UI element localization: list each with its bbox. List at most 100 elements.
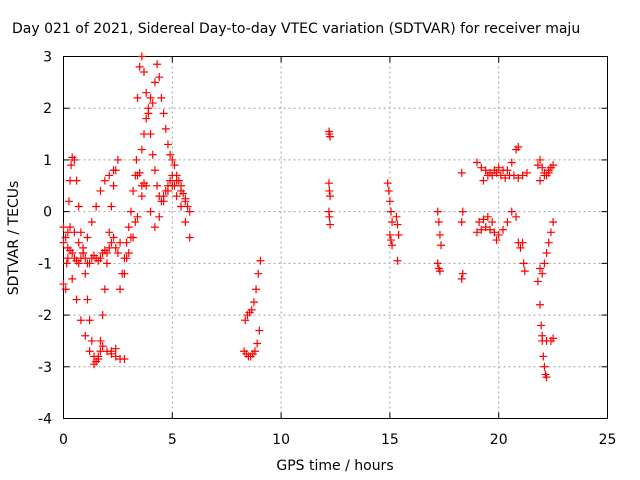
data-point [103,259,112,268]
data-point [72,176,81,185]
data-point [96,336,105,345]
data-point [388,217,397,226]
data-point [326,220,335,229]
data-point [62,259,71,268]
data-point [385,197,394,206]
data-point [96,186,105,195]
data-point [72,295,81,304]
data-point [185,233,194,242]
data-point [163,140,172,149]
data-point [61,233,70,242]
data-point [507,207,516,216]
data-point [142,114,151,123]
data-point [249,298,258,307]
data-point [501,174,510,183]
data-point [540,362,549,371]
data-point [166,150,175,159]
data-point [481,223,490,232]
data-point [146,93,155,102]
data-point [533,161,542,170]
data-point [68,249,77,258]
x-tick-label: 10 [272,432,290,448]
data-point [512,212,521,221]
data-point [163,186,172,195]
data-point [538,331,547,340]
data-point [503,217,512,226]
data-point [67,161,76,170]
data-point [107,202,116,211]
data-point [241,316,250,325]
data-point [109,181,118,190]
data-point [522,168,531,177]
data-point [109,233,118,242]
data-point [325,186,334,195]
data-point [544,168,553,177]
data-point [124,223,133,232]
data-point [542,373,551,382]
data-point [85,316,94,325]
data-point [549,217,558,226]
data-point [457,274,466,283]
data-point [250,347,259,356]
data-point [479,176,488,185]
data-point [131,217,140,226]
data-point [116,285,125,294]
x-tick-label: 5 [168,432,177,448]
data-point [159,109,168,118]
data-point [518,238,527,247]
data-point [179,189,188,198]
data-point [458,207,467,216]
data-point [496,171,505,180]
data-point [133,212,142,221]
data-point [434,217,443,226]
data-point [155,73,164,82]
data-point [386,207,395,216]
data-point [536,264,545,273]
data-point [98,311,107,320]
data-point [122,254,131,263]
data-point [105,171,114,180]
data-point [155,212,164,221]
data-point [83,233,92,242]
x-axis-label: GPS time / hours [276,458,393,474]
data-point [392,212,401,221]
data-point [183,202,192,211]
data-point [107,347,116,356]
data-point [549,334,558,343]
data-point [546,228,555,237]
data-point [181,217,190,226]
data-point [150,78,159,87]
data-point [488,217,497,226]
data-point [59,238,68,247]
data-point [520,267,529,276]
data-point [252,285,261,294]
data-point [393,256,402,265]
data-point [83,295,92,304]
data-point [509,171,518,180]
data-point [185,207,194,216]
data-point [457,217,466,226]
data-point [76,316,85,325]
y-tick-label: 1 [43,153,52,169]
data-point [490,228,499,237]
data-point [87,217,96,226]
data-point [536,300,545,309]
data-point [148,99,157,108]
data-point [540,171,549,180]
data-point [542,249,551,258]
data-point [433,259,442,268]
data-point [457,168,466,177]
data-point [253,339,262,348]
data-point [122,238,131,247]
data-point [120,269,129,278]
data-point [111,243,120,252]
data-point [64,197,73,206]
data-point [540,259,549,268]
data-point [133,93,142,102]
x-tick-label: 15 [381,432,399,448]
data-point [494,230,503,239]
data-point [140,130,149,139]
data-point [537,321,546,330]
